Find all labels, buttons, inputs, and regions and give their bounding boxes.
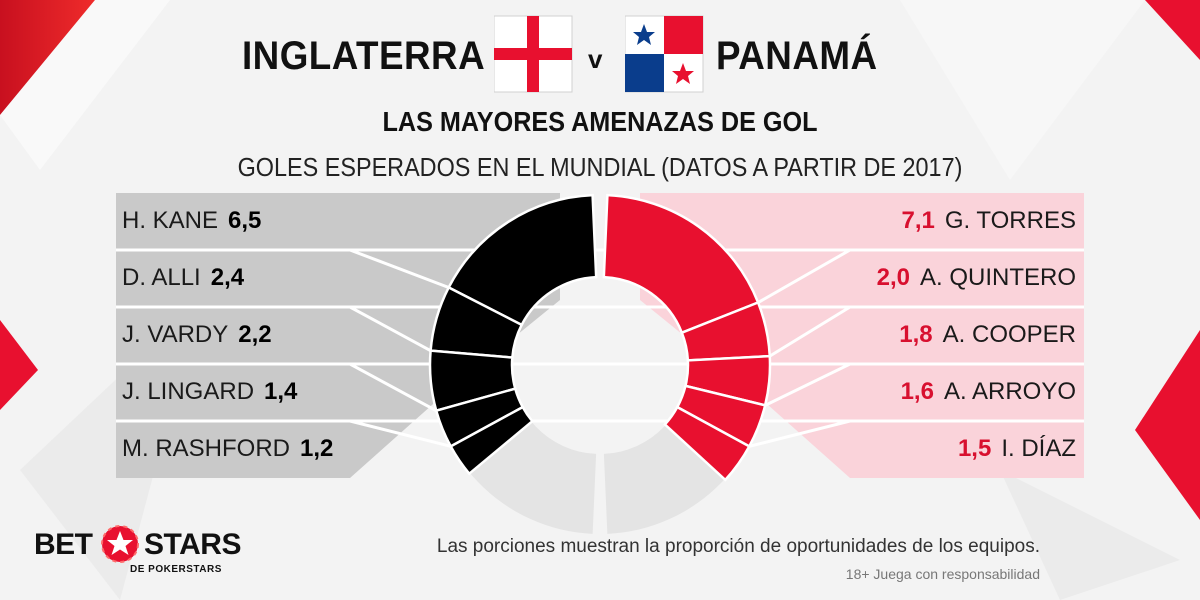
logo-stars-text: STARS bbox=[144, 528, 241, 561]
expected-goals-value: 1,8 bbox=[899, 321, 933, 348]
pan-connector-2 bbox=[768, 305, 1084, 358]
panama-slice-1 bbox=[602, 193, 760, 335]
logo-subtitle: DE POKERSTARS bbox=[130, 564, 222, 575]
expected-goals-value: 1,6 bbox=[900, 378, 934, 405]
england-player-row: J. VARDY 2,2 bbox=[122, 320, 272, 350]
player-name: D. ALLI bbox=[122, 264, 201, 291]
panama-player-row: 1,5 I. DÍAZ bbox=[958, 434, 1076, 464]
panama-player-row: 1,6 A. ARROYO bbox=[901, 377, 1076, 407]
player-name: J. LINGARD bbox=[122, 378, 255, 405]
betstars-logo: BET STARS DE POKERSTARS bbox=[30, 524, 241, 584]
england-slice-5 bbox=[449, 405, 535, 476]
england-player-row: M. RASHFORD 1,2 bbox=[122, 434, 333, 464]
eng-connector-3 bbox=[116, 362, 437, 412]
panama-slice-5 bbox=[663, 405, 751, 482]
expected-goals-value: 1,4 bbox=[264, 378, 298, 405]
responsibility-notice: 18+ Juega con responsabilidad bbox=[845, 566, 1040, 582]
expected-goals-value: 6,5 bbox=[228, 207, 262, 234]
team-left-name: INGLATERRA bbox=[242, 34, 486, 78]
expected-goals-value: 2,2 bbox=[238, 321, 272, 348]
player-name: A. COOPER bbox=[942, 321, 1076, 348]
expected-goals-value: 1,2 bbox=[300, 435, 334, 462]
expected-goals-value: 1,5 bbox=[957, 435, 992, 462]
player-name: M. RASHFORD bbox=[122, 435, 290, 462]
chart-title: LAS MAYORES AMENAZAS DE GOL bbox=[382, 106, 818, 137]
eng-connector-4 bbox=[116, 419, 452, 448]
chart-subtitle: GOLES ESPERADOS EN EL MUNDIAL (DATOS A P… bbox=[237, 152, 963, 182]
match-header: INGLATERRA v PANAMÁ bbox=[0, 8, 1200, 98]
player-name: A. QUINTERO bbox=[919, 264, 1076, 291]
panama-player-row: 7,1 G. TORRES bbox=[901, 206, 1076, 236]
player-name: J. VARDY bbox=[122, 321, 229, 348]
logo-bet-text: BET bbox=[34, 528, 93, 561]
england-player-row: D. ALLI 2,4 bbox=[122, 263, 244, 293]
eng-connector-2 bbox=[116, 305, 432, 352]
player-name: H. KANE bbox=[122, 207, 219, 234]
betstars-logo-icon bbox=[101, 525, 139, 563]
england-flag-icon bbox=[494, 15, 573, 93]
panama-flag-icon bbox=[625, 15, 704, 93]
england-panel bbox=[116, 193, 560, 478]
expected-goals-value: 2,0 bbox=[876, 264, 910, 291]
panama-panel bbox=[640, 193, 1084, 478]
england-slice-1 bbox=[447, 193, 598, 327]
england-player-row: H. KANE 6,5 bbox=[122, 206, 261, 236]
player-name: I. DÍAZ bbox=[1001, 435, 1076, 462]
england-player-row: J. LINGARD 1,4 bbox=[122, 377, 297, 407]
player-name: G. TORRES bbox=[944, 207, 1076, 234]
pan-connector-1 bbox=[757, 248, 1084, 304]
pan-connector-3 bbox=[764, 362, 1084, 407]
expected-goals-value: 2,4 bbox=[210, 264, 245, 291]
eng-connector-1 bbox=[116, 248, 450, 289]
player-name: A. ARROYO bbox=[943, 378, 1076, 405]
pan-connector-4 bbox=[748, 419, 1084, 448]
footnote: Las porciones muestran la proporción de … bbox=[436, 536, 1040, 557]
team-right-name: PANAMÁ bbox=[716, 34, 878, 78]
panama-player-row: 1,8 A. COOPER bbox=[899, 320, 1076, 350]
expected-goals-value: 7,1 bbox=[901, 207, 935, 234]
panama-player-row: 2,0 A. QUINTERO bbox=[877, 263, 1076, 293]
versus-label: v bbox=[588, 44, 603, 74]
